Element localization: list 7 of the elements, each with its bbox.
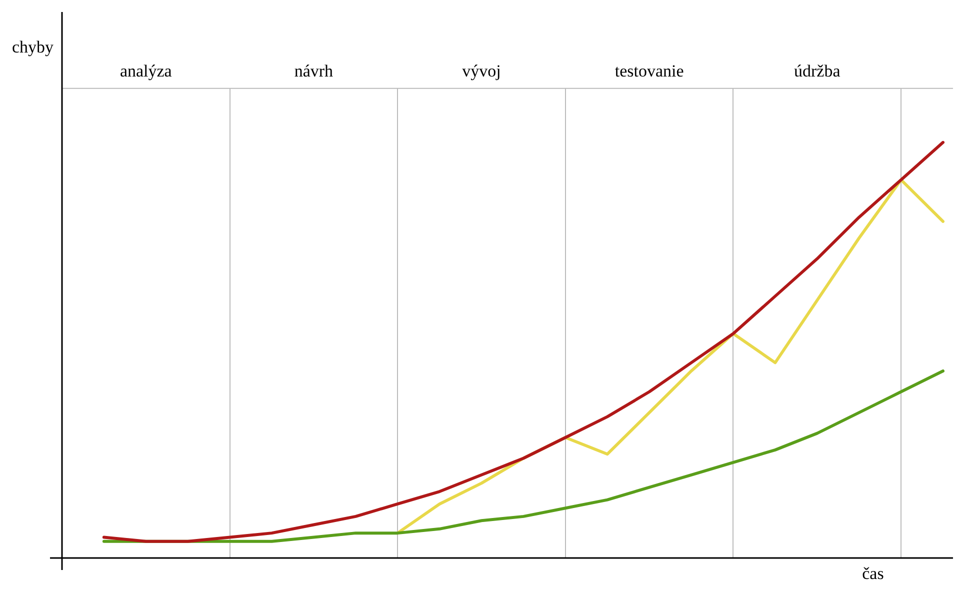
x-tick-label: vývoj [462, 62, 501, 81]
x-axis-title: čas [862, 564, 884, 583]
x-tick-label: analýza [120, 62, 172, 81]
x-tick-label: testovanie [614, 62, 684, 81]
y-axis-title: chyby [12, 37, 54, 56]
x-tick-label: údržba [794, 62, 841, 81]
x-tick-label: návrh [294, 62, 334, 81]
